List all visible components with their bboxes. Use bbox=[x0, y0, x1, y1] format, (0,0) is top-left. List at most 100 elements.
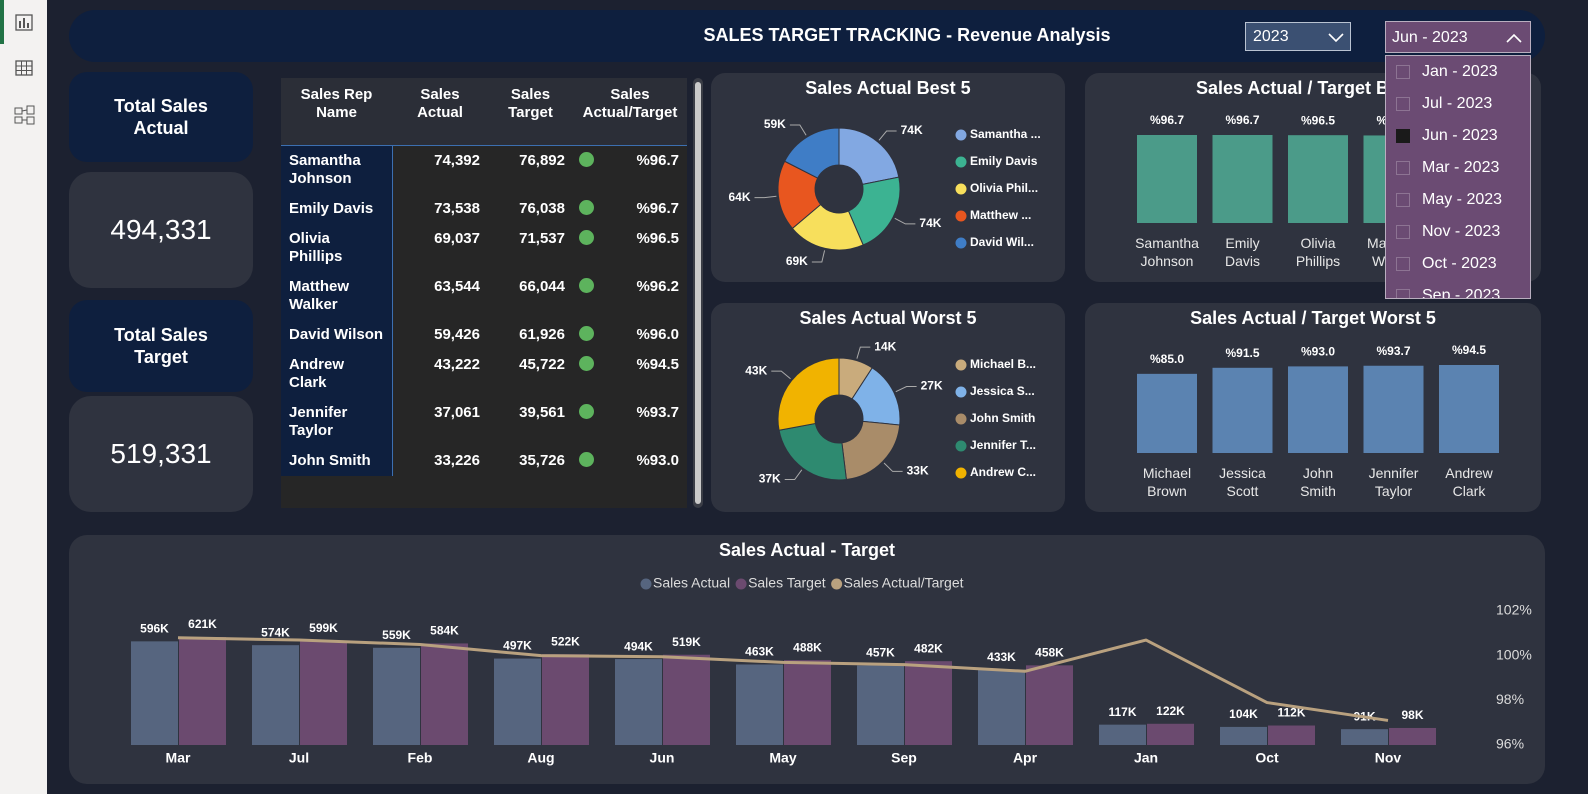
data-label: 37K bbox=[759, 472, 781, 486]
leader-line bbox=[883, 462, 903, 472]
x-tick-label: Jul bbox=[289, 750, 309, 766]
leader-line bbox=[771, 370, 791, 380]
bar bbox=[1212, 135, 1273, 223]
month-option[interactable]: Nov - 2023 bbox=[1386, 216, 1530, 248]
option-label: Mar - 2023 bbox=[1422, 159, 1500, 176]
bar bbox=[1026, 665, 1073, 745]
cell-text: 45,722 bbox=[519, 356, 565, 373]
table-cell: %94.5 bbox=[573, 350, 687, 398]
table-cell: 43,222 bbox=[392, 350, 488, 398]
bar bbox=[494, 658, 541, 745]
checkbox[interactable] bbox=[1396, 257, 1410, 271]
table-cell: John Smith bbox=[281, 446, 393, 476]
bar bbox=[1212, 367, 1273, 453]
month-dropdown: Jan - 2023 Jul - 2023 Jun - 2023 Mar - 2023… bbox=[1385, 55, 1531, 299]
month-option[interactable]: Sep - 2023 bbox=[1386, 280, 1530, 298]
leader-line bbox=[895, 386, 917, 393]
leader-line bbox=[754, 195, 777, 199]
table-cell: 59,426 bbox=[392, 320, 488, 350]
x-tick-label: Jun bbox=[650, 750, 675, 766]
data-label: %96.7 bbox=[1150, 113, 1184, 127]
table-body: Samantha Johnson 74,392 76,892 %96.7 Emily D… bbox=[281, 145, 687, 476]
checkbox[interactable] bbox=[1396, 289, 1410, 298]
cell-text: 76,892 bbox=[519, 152, 565, 169]
legend-label: Emily Davis bbox=[970, 154, 1038, 168]
chart: Sales Actual Best 5 74K Samantha ... 74K Emi… bbox=[728, 78, 1041, 268]
table-cell: 45,722 bbox=[488, 350, 573, 398]
legend-label: Sales Actual bbox=[653, 575, 730, 591]
legend-swatch bbox=[955, 386, 967, 398]
data-label: 494K bbox=[624, 639, 653, 653]
bar bbox=[1099, 724, 1146, 745]
x-tick-label: Jessica Scott bbox=[1219, 465, 1266, 499]
donut-hole bbox=[815, 165, 863, 213]
legend-swatch bbox=[955, 210, 967, 222]
data-label: 482K bbox=[914, 641, 943, 655]
legend-swatch bbox=[955, 129, 967, 141]
nav-active bbox=[0, 0, 4, 44]
data-label: 522K bbox=[551, 634, 580, 648]
checkbox[interactable] bbox=[1396, 225, 1410, 239]
cell-text: Olivia Phillips bbox=[289, 230, 343, 265]
donut-hole bbox=[815, 395, 863, 443]
y2-tick-label: 96% bbox=[1496, 736, 1524, 752]
x-tick-label: Apr bbox=[1013, 750, 1038, 766]
cell-text: 39,561 bbox=[519, 404, 565, 421]
table-icon[interactable] bbox=[14, 58, 34, 78]
month-option[interactable]: Oct - 2023 bbox=[1386, 248, 1530, 280]
leader-line bbox=[878, 130, 897, 141]
header-title: SALES TARGET TRACKING - Revenue Analysis bbox=[703, 25, 1111, 45]
data-label: 117K bbox=[1108, 705, 1136, 719]
option-label: May - 2023 bbox=[1422, 191, 1503, 208]
month-option[interactable]: May - 2023 bbox=[1386, 184, 1530, 216]
x-tick-label: Sep bbox=[891, 750, 917, 766]
bar bbox=[663, 654, 710, 745]
cell-text: %96.7 bbox=[636, 200, 679, 217]
year-slicer[interactable]: 2023 bbox=[1245, 22, 1351, 51]
bar bbox=[1220, 726, 1267, 745]
x-tick-label: John Smith bbox=[1300, 465, 1336, 499]
option-label: Jul - 2023 bbox=[1422, 95, 1493, 112]
legend-swatch bbox=[955, 467, 967, 479]
bar bbox=[1341, 729, 1388, 745]
data-label: 98K bbox=[1401, 708, 1423, 722]
bar bbox=[1288, 135, 1348, 223]
checkbox[interactable] bbox=[1396, 193, 1410, 207]
table-cell: %96.5 bbox=[573, 224, 687, 272]
cell-text: %96.2 bbox=[636, 278, 679, 295]
model-icon[interactable] bbox=[14, 105, 36, 125]
status-dot bbox=[579, 356, 594, 371]
month-option[interactable]: Jun - 2023 bbox=[1386, 120, 1530, 152]
data-label: 112K bbox=[1277, 706, 1305, 720]
data-label: 574K bbox=[261, 625, 290, 639]
bar bbox=[131, 641, 178, 745]
checkbox[interactable] bbox=[1396, 129, 1410, 143]
scroll-thumb[interactable] bbox=[695, 82, 701, 504]
cell-text: %94.5 bbox=[636, 356, 679, 373]
chart-title: Sales Actual - Target bbox=[719, 540, 895, 560]
month-option[interactable]: Mar - 2023 bbox=[1386, 152, 1530, 184]
checkbox[interactable] bbox=[1396, 161, 1410, 175]
status-dot bbox=[579, 278, 594, 293]
cell-text: 63,544 bbox=[434, 278, 480, 295]
checkbox[interactable] bbox=[1396, 65, 1410, 79]
x-tick-label: Emily Davis bbox=[1224, 235, 1260, 269]
x-tick-label: Michael Brown bbox=[1142, 465, 1192, 499]
month-slicer[interactable]: Jun - 2023 bbox=[1385, 21, 1531, 53]
chevron-down bbox=[1328, 33, 1344, 43]
checkbox[interactable] bbox=[1396, 97, 1410, 111]
legend-swatch bbox=[955, 183, 967, 195]
month-option[interactable]: Jul - 2023 bbox=[1386, 88, 1530, 120]
x-tick-label: Samantha Johnson bbox=[1135, 235, 1199, 269]
cell-text: 69,037 bbox=[434, 230, 480, 247]
data-label: 74K bbox=[901, 123, 923, 137]
option-label: Jan - 2023 bbox=[1422, 63, 1498, 80]
table-cell: David Wilson bbox=[281, 320, 393, 350]
legend-label: Samantha ... bbox=[970, 127, 1041, 141]
x-tick-label: Andrew Clark bbox=[1445, 465, 1493, 499]
x-tick-label: May bbox=[769, 750, 796, 766]
scrollbar[interactable] bbox=[693, 78, 703, 508]
table-cell: %96.2 bbox=[573, 272, 687, 320]
month-option[interactable]: Jan - 2023 bbox=[1386, 56, 1530, 88]
report-icon[interactable] bbox=[14, 12, 34, 32]
